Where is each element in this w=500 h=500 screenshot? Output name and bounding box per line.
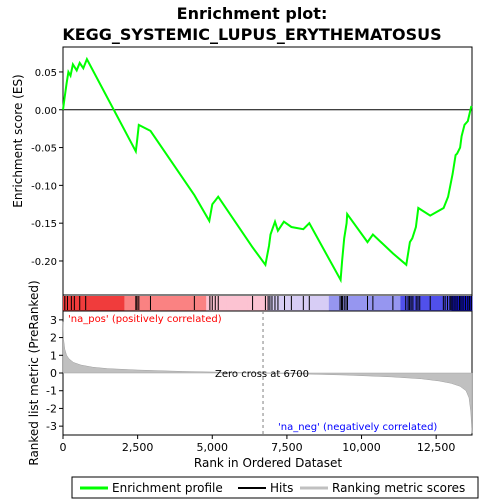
rank-heat-segment	[134, 296, 146, 311]
rank-heat-segment	[93, 296, 105, 311]
metric-xtick-label: 2,500	[122, 441, 154, 454]
legend: Enrichment profile Hits Ranking metric s…	[71, 476, 479, 499]
metric-xtick-label: 12,500	[417, 441, 456, 454]
rank-heat-segment	[195, 296, 207, 311]
es-panel: 0.05 0.00 -0.05 -0.10 -0.15 -0.20 Enrichment …	[11, 46, 473, 296]
rank-heat-segment	[379, 296, 391, 311]
es-ytick-label: -0.10	[31, 181, 57, 192]
hits-panel	[62, 294, 473, 312]
rank-heat-segment	[226, 296, 238, 311]
chart-title: Enrichment plot:	[177, 4, 328, 23]
metric-xlabel: Rank in Ordered Dataset	[194, 456, 342, 470]
rank-heat-segment	[431, 296, 442, 311]
rank-heat-segment	[349, 296, 361, 311]
metric-ytick-label: 0	[50, 367, 57, 380]
metric-ytick-label: 3	[50, 314, 57, 327]
rank-heat-segment	[216, 296, 228, 311]
rank-heat-segment	[420, 296, 432, 311]
es-ytick-label: 0.00	[35, 106, 57, 117]
rank-heat-segment	[277, 296, 289, 311]
metric-ytick-label: 1	[50, 349, 57, 362]
es-ytick-label: -0.15	[31, 219, 57, 230]
rank-heat-segment	[390, 296, 401, 311]
rank-heat-segment	[461, 296, 473, 311]
metric-xtick-label: 5,000	[197, 441, 229, 454]
es-ylabel: Enrichment score (ES)	[11, 74, 25, 207]
rank-heat-segment	[206, 296, 217, 311]
rank-heat-segment	[328, 296, 340, 311]
zero-cross-label: Zero cross at 6700	[215, 369, 309, 380]
rank-heat-segment	[287, 296, 299, 311]
legend-frame	[71, 476, 479, 499]
rank-heat-segment	[308, 296, 320, 311]
metric-ytick-label: 2	[50, 332, 57, 345]
metric-ytick-label: -3	[46, 420, 57, 433]
pos-label: 'na_pos' (positively correlated)	[68, 314, 222, 325]
legend-label-hits: Hits	[270, 481, 293, 495]
rank-heat-segment	[175, 296, 187, 311]
es-ytick-label: 0.05	[35, 68, 57, 79]
legend-label-profile: Enrichment profile	[112, 481, 223, 495]
rank-heat-segment	[441, 296, 453, 311]
enrichment-profile-line	[62, 56, 473, 284]
rank-heat-segment	[359, 296, 371, 311]
rank-heat-segment	[83, 296, 95, 311]
neg-label: 'na_neg' (negatively correlated)	[278, 422, 437, 433]
rank-heat-segment	[257, 296, 268, 311]
rank-heat-segment	[165, 296, 176, 311]
rank-heat-segment	[369, 296, 381, 311]
metric-xtick-label: 7,500	[271, 441, 303, 454]
rank-heat-segment	[185, 296, 197, 311]
metric-xtick-label: 10,000	[342, 441, 381, 454]
rank-heat-segment	[114, 296, 125, 311]
rank-heat-segment	[73, 296, 84, 311]
rank-heat-segment	[63, 296, 74, 311]
es-ytick-label: -0.20	[31, 257, 57, 268]
rank-heat-segment	[103, 296, 115, 311]
chart-title-line2: KEGG_SYSTEMIC_LUPUS_ERYTHEMATOSUS	[62, 25, 441, 44]
es-ytick-label: -0.05	[31, 144, 57, 155]
metric-xtick-label: 0	[60, 441, 67, 454]
metric-ytick-label: -2	[46, 402, 57, 415]
metric-ylabel: Ranked list metric (PreRanked)	[27, 280, 41, 465]
rank-heat-segment	[318, 296, 330, 311]
metric-ytick-label: -1	[46, 385, 57, 398]
rank-heat-segment	[267, 296, 279, 311]
rank-heat-segment	[124, 296, 136, 311]
rank-heat-segment	[155, 296, 166, 311]
legend-label-metric: Ranking metric scores	[332, 481, 465, 495]
rank-heat-segment	[236, 296, 248, 311]
